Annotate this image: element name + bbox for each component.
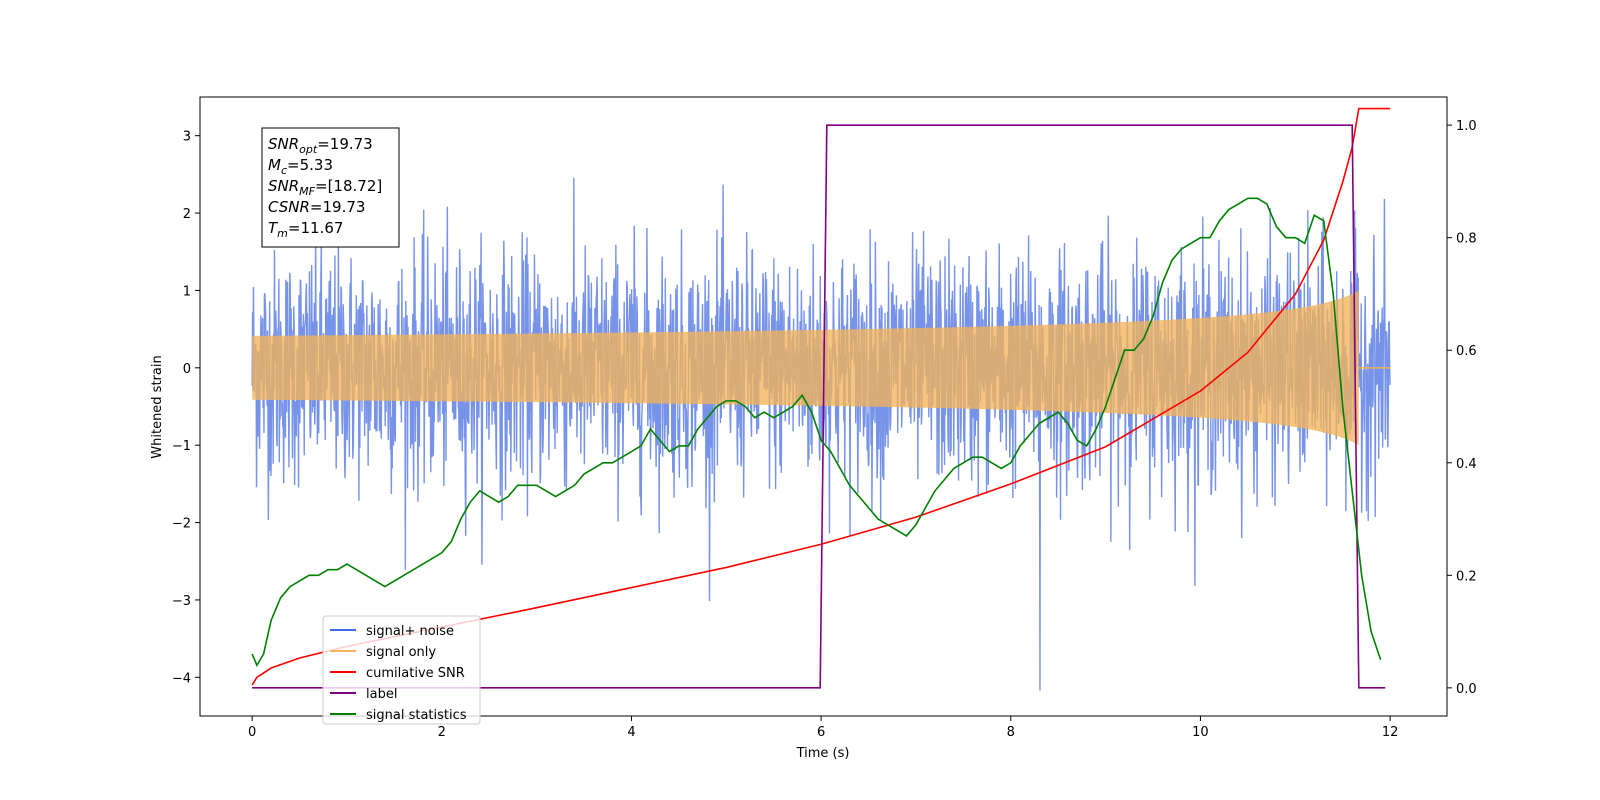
legend-label: label [366,687,397,702]
y2-tick-label: 0.0 [1456,682,1477,697]
x-tick-label: 8 [1007,725,1015,740]
y-tick-label: 0 [183,362,191,377]
x-tick-label: 12 [1382,725,1399,740]
y2-tick-label: 0.2 [1456,569,1477,584]
series-signal-only [252,290,1359,446]
y-tick-label: 2 [183,207,191,222]
y2-tick-label: 0.4 [1456,457,1477,472]
legend-label: cumilative SNR [366,666,465,681]
plot-area [251,107,1391,691]
x-tick-label: 4 [627,725,635,740]
annotation-line: CSNR=19.73 [268,198,365,216]
annotation-box: SNRopt=19.73Mc=5.33SNRMF=[18.72]CSNR=19.… [261,127,400,248]
y-tick-label: −1 [172,439,191,454]
x-tick-label: 0 [248,725,256,740]
y2-tick-label: 0.6 [1456,344,1477,359]
annotation-line: SNRopt=19.73 [268,135,373,156]
y2-tick-label: 1.0 [1456,119,1477,134]
x-tick-label: 10 [1192,725,1209,740]
axes-frame [199,96,1448,717]
legend-label: signal only [366,645,436,660]
y-tick-label: −3 [172,594,191,609]
y-axis-label: Whitened strain [150,355,165,458]
x-tick-label: 6 [817,725,825,740]
y-tick-label: −2 [172,517,191,532]
series-label [252,124,1386,689]
y-tick-label: 1 [183,284,191,299]
x-tick-label: 2 [438,725,446,740]
y-axis-right: 0.0 0.2 0.4 0.6 0.8 1.0 [1447,119,1477,697]
y-axis-left: −4 −3 −2 −1 0 1 2 3 [172,130,200,686]
y-tick-label: −4 [172,671,191,686]
y-tick-label: 3 [183,130,191,145]
annotation-line: SNRMF=[18.72] [268,177,382,198]
legend-label: signal statistics [366,708,467,723]
x-axis-label: Time (s) [796,746,850,761]
legend-label: signal+ noise [366,624,454,639]
series-signal-statistics [251,197,1382,668]
legend-frame [322,615,481,725]
annotation-line: Mc=5.33 [268,156,333,177]
x-axis: 0 2 4 6 8 10 12 [248,716,1398,740]
legend: signal+ noise signal only cumilative SNR la… [322,615,481,725]
y2-tick-label: 0.8 [1456,232,1477,247]
annotation-line: Tm=11.67 [268,219,343,240]
